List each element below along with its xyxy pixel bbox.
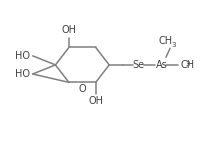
Text: HO: HO	[15, 51, 30, 61]
Text: OH: OH	[61, 25, 76, 35]
Text: As: As	[156, 60, 167, 70]
Text: Se: Se	[133, 60, 145, 70]
Text: CH: CH	[159, 36, 173, 46]
Text: HO: HO	[15, 69, 30, 79]
Text: O: O	[78, 84, 86, 94]
Text: 3: 3	[185, 61, 190, 67]
Text: OH: OH	[88, 96, 103, 106]
Text: 3: 3	[171, 42, 175, 48]
Text: CH: CH	[180, 60, 194, 70]
